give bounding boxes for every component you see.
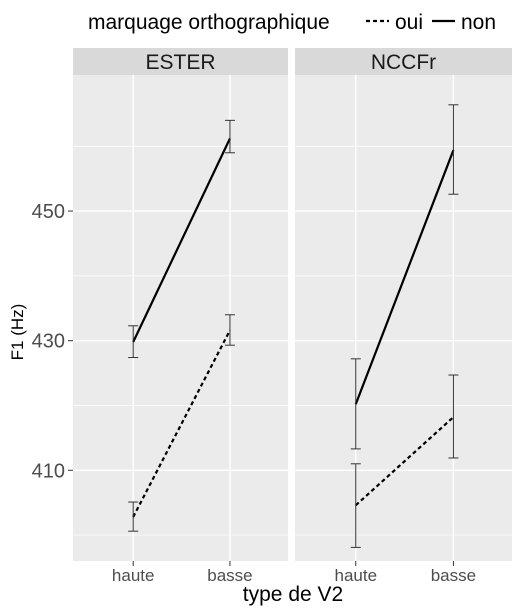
- panel-ester: ESTER: [73, 48, 288, 561]
- strip-ester: [73, 48, 288, 75]
- panel-background: [73, 75, 288, 561]
- y-tick-label: 410: [32, 460, 65, 482]
- panel-background: [295, 75, 512, 561]
- strip-nccfr: [295, 48, 512, 75]
- y-tick-label: 430: [32, 331, 65, 353]
- series-line-non: [354, 149, 455, 405]
- error-bar-non: [224, 119, 235, 154]
- x-axis-title: type de V2: [243, 583, 343, 606]
- error-bar-oui: [448, 374, 459, 459]
- series-line-oui: [355, 416, 455, 507]
- series-line-oui: [132, 329, 231, 518]
- x-axis: haute basse haute basse: [112, 561, 476, 585]
- error-bar-oui: [224, 314, 235, 346]
- y-axis: 410 430 450: [32, 201, 73, 482]
- error-bar-non: [350, 358, 361, 450]
- y-axis-title: F1 (Hz): [8, 304, 27, 361]
- legend-title: marquage orthographique: [88, 11, 330, 34]
- strip-label-nccfr: NCCFr: [371, 51, 436, 74]
- error-bar-oui: [350, 463, 361, 548]
- legend: marquage orthographique oui non: [88, 11, 496, 34]
- legend-label-non: non: [461, 11, 496, 34]
- panels: ESTER NCCFr: [73, 48, 512, 561]
- series-line-non: [132, 138, 231, 343]
- legend-label-oui: oui: [395, 11, 423, 34]
- x-tick-label: haute: [112, 566, 155, 585]
- strip-label-ester: ESTER: [145, 51, 215, 74]
- error-bar-non: [448, 104, 459, 195]
- x-tick-label: basse: [207, 566, 252, 585]
- panel-nccfr: NCCFr: [295, 48, 512, 561]
- x-tick-label: haute: [334, 566, 377, 585]
- error-bar-oui: [128, 501, 139, 532]
- y-tick-label: 450: [32, 201, 65, 223]
- error-bar-non: [128, 325, 139, 359]
- x-tick-label: basse: [431, 566, 476, 585]
